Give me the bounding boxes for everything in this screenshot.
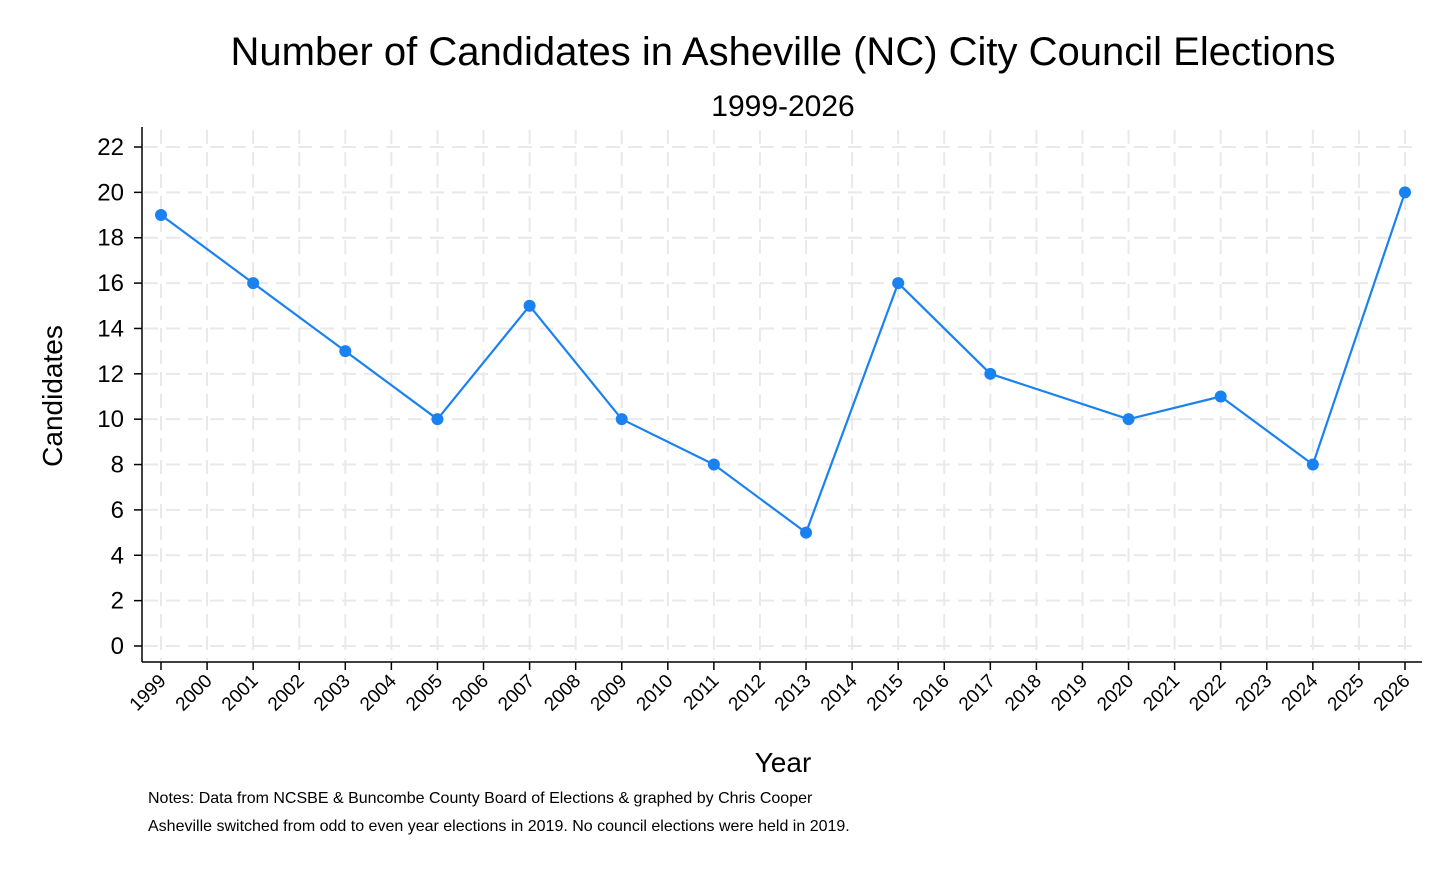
y-tick-label: 6 bbox=[111, 497, 124, 524]
note-source: Notes: Data from NCSBE & Buncombe County… bbox=[148, 790, 813, 807]
x-tick-label: 2018 bbox=[1001, 671, 1046, 716]
x-tick-label: 2003 bbox=[310, 671, 355, 716]
data-point-2001 bbox=[247, 277, 260, 290]
gridlines bbox=[144, 130, 1420, 660]
y-tick-label: 2 bbox=[111, 588, 124, 615]
data-point-2017 bbox=[984, 367, 997, 380]
data-point-2007 bbox=[523, 299, 536, 312]
series-candidates bbox=[155, 186, 1411, 539]
x-tick-label: 2002 bbox=[264, 671, 309, 716]
y-tick-label: 22 bbox=[97, 134, 124, 161]
x-tick-label: 2016 bbox=[909, 671, 954, 716]
x-tick-label: 2004 bbox=[356, 670, 401, 715]
x-tick-label: 2019 bbox=[1047, 671, 1092, 716]
data-point-2020 bbox=[1122, 413, 1135, 426]
data-point-2005 bbox=[431, 413, 444, 426]
axes bbox=[141, 127, 1422, 663]
x-axis-title: Year bbox=[755, 747, 812, 778]
y-tick-label: 18 bbox=[97, 225, 124, 252]
x-tick-label: 2009 bbox=[587, 671, 632, 716]
chart-subtitle: 1999-2026 bbox=[711, 90, 855, 123]
x-tick-label: 2024 bbox=[1278, 670, 1323, 715]
y-tick-label: 0 bbox=[111, 633, 124, 660]
y-tick-label: 10 bbox=[97, 406, 124, 433]
data-point-2022 bbox=[1214, 390, 1227, 403]
x-tick-label: 2021 bbox=[1139, 671, 1184, 716]
x-tick-label: 2011 bbox=[680, 671, 724, 715]
data-point-2024 bbox=[1306, 458, 1319, 471]
x-tick-label: 2010 bbox=[633, 671, 678, 716]
y-tick-label: 16 bbox=[97, 270, 124, 297]
x-tick-label: 2026 bbox=[1370, 671, 1415, 716]
data-point-2003 bbox=[339, 345, 352, 358]
x-tick-label: 2014 bbox=[817, 670, 862, 715]
x-tick-label: 2005 bbox=[402, 671, 447, 716]
x-tick-label: 2022 bbox=[1185, 671, 1230, 716]
x-tick-label: 2025 bbox=[1324, 671, 1369, 716]
x-ticks: 1999 2000 2001 2002 2003 2004 2005 2006 2007 2008… bbox=[126, 662, 1415, 715]
x-tick-label: 2023 bbox=[1232, 671, 1277, 716]
data-point-2015 bbox=[892, 277, 905, 290]
data-point-2011 bbox=[707, 458, 720, 471]
x-tick-label: 2008 bbox=[540, 671, 585, 716]
y-tick-label: 8 bbox=[111, 452, 124, 479]
y-tick-label: 14 bbox=[97, 315, 124, 342]
note-election-change: Asheville switched from odd to even year… bbox=[148, 818, 850, 835]
x-tick-label: 1999 bbox=[126, 671, 171, 716]
data-point-2013 bbox=[800, 526, 813, 539]
x-tick-label: 2013 bbox=[771, 671, 816, 716]
chart-title: Number of Candidates in Asheville (NC) C… bbox=[230, 30, 1336, 74]
data-point-2009 bbox=[615, 413, 628, 426]
x-tick-label: 2001 bbox=[218, 671, 263, 716]
x-tick-label: 2012 bbox=[725, 671, 770, 716]
y-axis-title: Candidates bbox=[37, 325, 68, 467]
x-tick-label: 2007 bbox=[494, 671, 539, 716]
y-tick-label: 20 bbox=[97, 179, 124, 206]
data-point-2026 bbox=[1399, 186, 1411, 199]
y-tick-label: 4 bbox=[111, 542, 124, 569]
y-tick-label: 12 bbox=[97, 361, 124, 388]
data-point-1999 bbox=[155, 209, 167, 222]
y-ticks: 0 2 4 6 8 10 12 14 16 18 20 22 bbox=[97, 134, 142, 660]
x-tick-label: 2015 bbox=[863, 671, 908, 716]
x-tick-label: 2000 bbox=[172, 671, 217, 716]
x-tick-label: 2020 bbox=[1093, 671, 1138, 716]
series-line bbox=[160, 192, 1407, 534]
x-tick-label: 2006 bbox=[448, 671, 493, 716]
x-tick-label: 2017 bbox=[955, 671, 1000, 716]
